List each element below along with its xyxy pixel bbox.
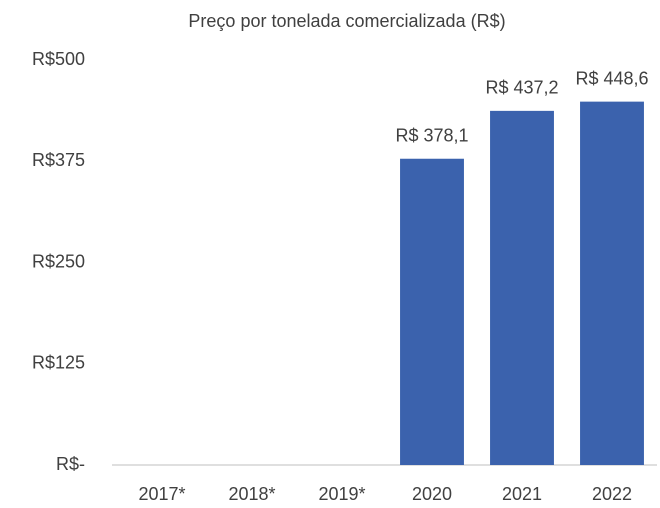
- y-tick-label: R$250: [32, 251, 85, 271]
- x-tick-label: 2022: [592, 484, 632, 504]
- bar: [490, 110, 554, 466]
- data-label: R$ 378,1: [395, 125, 468, 145]
- y-tick-label: R$125: [32, 353, 85, 373]
- bar: [580, 101, 644, 465]
- bar: [400, 158, 464, 465]
- x-tick-label: 2018*: [228, 484, 275, 504]
- x-tick-label: 2020: [412, 484, 452, 504]
- x-tick-label: 2021: [502, 484, 542, 504]
- data-label: R$ 448,6: [575, 68, 648, 88]
- y-tick-label: R$-: [56, 454, 85, 474]
- data-label: R$ 437,2: [485, 78, 558, 98]
- y-tick-label: R$375: [32, 150, 85, 170]
- y-tick-label: R$500: [32, 49, 85, 69]
- chart-title: Preço por tonelada comercializada (R$): [188, 11, 505, 31]
- x-tick-label: 2019*: [318, 484, 365, 504]
- x-tick-label: 2017*: [138, 484, 185, 504]
